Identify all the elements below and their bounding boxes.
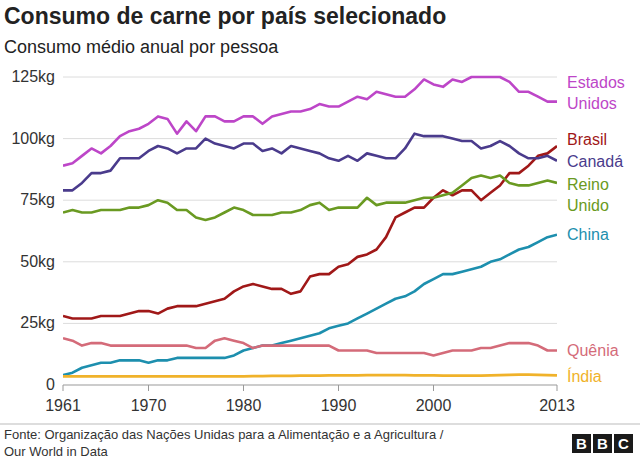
label-line: Estados [567,74,625,91]
y-tick-label: 75kg [20,191,55,208]
lines [63,77,557,376]
x-tick-label: 2000 [416,397,452,414]
series-label: Índia [567,367,602,385]
subtitle: Consumo médio anual por pessoa [4,37,279,57]
x-tick [243,385,244,391]
logo-text: BBC [576,435,629,452]
x-tick [338,385,339,391]
series-line [63,235,557,375]
grid-line [63,323,557,324]
x-tick [148,385,149,391]
x-tick [433,385,434,391]
source: Our World in Data [4,444,109,459]
grid-line [63,385,557,386]
x-tick-label: 1990 [321,397,357,414]
grid-line [63,138,557,139]
logo-box [614,434,633,453]
series-label: Reino Unido [567,176,609,214]
series-line [63,77,557,166]
x-tick-label: 1961 [45,397,81,414]
series-label: Quênia [567,342,619,359]
x-tick-label: 1970 [131,397,167,414]
y-tick-label: 25kg [20,314,55,331]
series-label: Canadá [567,153,623,170]
series-line [63,375,557,377]
label-line: Reino [567,176,609,193]
series-line [63,176,557,220]
logo-box [572,434,591,453]
x-tick [63,385,64,391]
series-label: Estados Unidos [567,74,625,112]
title: Consumo de carne por país selecionado [4,3,446,29]
y-tick-label: 100kg [11,130,55,147]
logo: BBC [572,434,633,453]
logo-box [593,434,612,453]
source: Fonte: Organização das Nações Unidas par… [4,427,444,442]
x-tick-label: 2013 [539,397,575,414]
y-tick-label: 125kg [11,68,55,85]
y-tick-label: 0 [46,376,55,393]
x-tick-label: 1980 [226,397,262,414]
logo-letter: B [597,435,608,452]
label-line: Unido [567,197,609,214]
label-line: Unidos [567,95,617,112]
series-line [63,134,557,191]
series-line [63,338,557,355]
chart: Consumo de carne por país selecionado Con… [0,0,640,462]
grid-line [63,261,557,262]
y-tick-label: 50kg [20,253,55,270]
logo-letter: B [576,435,587,452]
logo-letter: C [618,435,629,452]
series-line [63,146,557,318]
series-label: Brasil [567,131,607,148]
separator [0,424,640,425]
series-label: China [567,226,609,243]
x-tick [557,385,558,391]
